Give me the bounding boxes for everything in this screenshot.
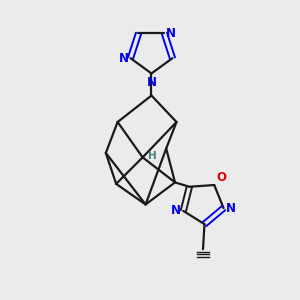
Text: N: N — [171, 204, 181, 218]
Text: N: N — [146, 76, 157, 89]
Text: N: N — [119, 52, 129, 65]
Text: N: N — [226, 202, 236, 214]
Text: N: N — [166, 27, 176, 40]
Text: O: O — [216, 170, 226, 184]
Text: H: H — [148, 151, 157, 161]
